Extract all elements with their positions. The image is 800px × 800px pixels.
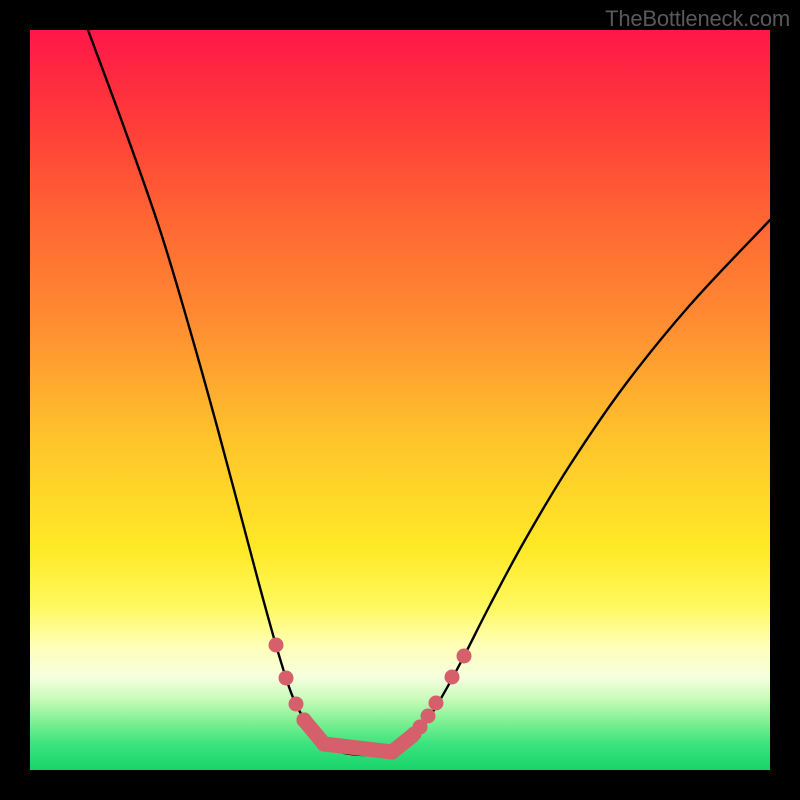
highlight-dot xyxy=(297,713,312,728)
highlight-dot xyxy=(385,745,400,760)
plot-area xyxy=(30,30,770,770)
highlight-dot xyxy=(429,696,444,711)
highlight-dot xyxy=(405,729,420,744)
highlight-dot xyxy=(421,709,436,724)
chart-frame: TheBottleneck.com xyxy=(0,0,800,800)
watermark-text: TheBottleneck.com xyxy=(605,6,790,32)
highlight-dot xyxy=(457,649,472,664)
highlight-dot xyxy=(445,670,460,685)
highlight-dot xyxy=(269,638,284,653)
highlight-dot xyxy=(279,671,294,686)
gradient-background xyxy=(30,30,770,770)
bottleneck-curve-chart xyxy=(30,30,770,770)
highlight-dot xyxy=(289,697,304,712)
highlight-dot xyxy=(317,737,332,752)
highlight-segment xyxy=(324,744,392,752)
